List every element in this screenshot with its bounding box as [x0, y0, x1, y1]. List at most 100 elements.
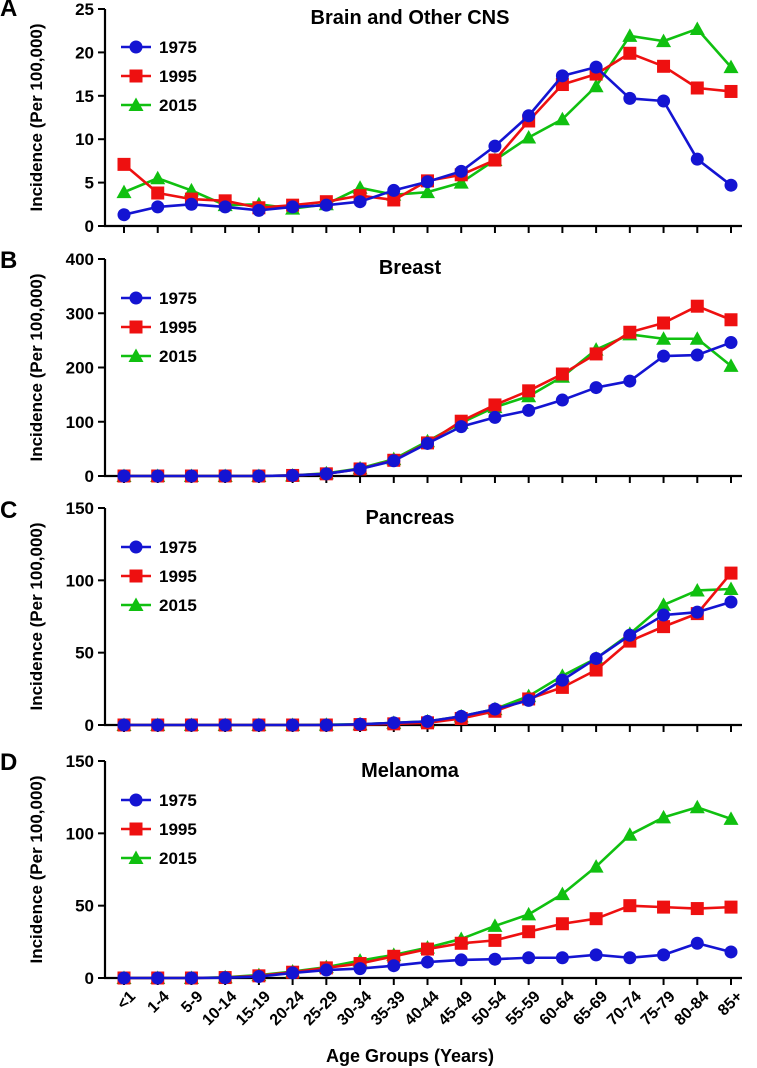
data-point-1975	[522, 951, 536, 965]
legend-marker-1995	[129, 69, 143, 83]
data-point-1975	[117, 718, 131, 732]
y-tick-label: 20	[75, 43, 94, 62]
data-point-1975	[623, 91, 637, 105]
data-point-1975	[218, 718, 232, 732]
data-point-1995	[623, 325, 637, 339]
data-point-1975	[117, 208, 131, 222]
x-tick-label: 25-29	[301, 988, 342, 1029]
y-tick-label: 0	[85, 217, 94, 236]
data-point-2015	[723, 581, 739, 596]
x-tick-label: 35-39	[368, 988, 409, 1029]
legend-label: 2015	[159, 596, 197, 615]
x-tick-label: 65-69	[570, 988, 611, 1029]
x-tick-label: 40-44	[402, 988, 443, 1029]
legend-label: 1975	[159, 538, 197, 557]
data-point-1975	[319, 963, 333, 977]
x-tick-label: 70-74	[604, 988, 645, 1029]
data-point-1975	[252, 970, 266, 984]
data-point-1975	[319, 467, 333, 481]
series-1975	[117, 595, 738, 732]
data-point-2015	[487, 918, 503, 932]
y-tick-label: 15	[75, 87, 94, 106]
data-point-1975	[151, 469, 165, 483]
data-point-1975	[286, 718, 300, 732]
series-line-2015	[124, 587, 732, 727]
y-tick-label: 10	[75, 130, 94, 149]
data-point-1975	[454, 709, 468, 723]
data-point-1995	[555, 917, 569, 931]
y-tick-label: 150	[66, 752, 94, 771]
data-point-2015	[453, 175, 469, 189]
x-tick-label: 15-19	[233, 988, 274, 1029]
data-point-1975	[184, 197, 198, 211]
legend-marker-1975	[129, 291, 143, 305]
x-axis-label: Age Groups (Years)	[326, 1046, 494, 1066]
x-tick-label: 55-59	[503, 988, 544, 1029]
data-point-1995	[555, 367, 569, 381]
legend-marker-2015	[128, 97, 144, 111]
y-tick-label: 0	[85, 467, 94, 486]
y-axis-label: Incidence (Per 100,000)	[27, 23, 46, 211]
data-point-1975	[252, 469, 266, 483]
y-tick-label: 300	[66, 304, 94, 323]
data-point-1995	[690, 81, 704, 95]
x-tick-label: 50-54	[469, 988, 510, 1029]
x-tick-label: 60-64	[537, 988, 578, 1029]
data-point-1975	[421, 714, 434, 728]
data-point-2015	[588, 78, 604, 93]
panel-letter: B	[0, 247, 17, 274]
data-point-1975	[353, 962, 367, 976]
chart-panel-D: D Melanoma Incidence (Per 100,000) 0 50 100 15…	[0, 749, 742, 988]
data-point-1975	[252, 718, 266, 732]
y-tick-label: 100	[66, 824, 94, 843]
data-point-1995	[623, 46, 637, 60]
data-point-1975	[252, 203, 266, 217]
data-point-1995	[589, 912, 603, 926]
data-point-1975	[555, 393, 569, 407]
x-tick-label: 45-49	[435, 988, 476, 1029]
chart-title: Melanoma	[361, 760, 460, 782]
data-point-1975	[387, 716, 401, 730]
data-point-1975	[286, 468, 300, 482]
series-line-1975	[124, 600, 732, 727]
data-point-1975	[657, 349, 671, 363]
data-point-2015	[723, 59, 739, 74]
y-axis-label: Incidence (Per 100,000)	[27, 522, 46, 710]
data-point-1975	[657, 948, 671, 962]
data-point-1995	[657, 620, 671, 634]
series-2015	[116, 326, 739, 482]
data-point-1975	[589, 948, 603, 962]
data-point-1975	[421, 436, 434, 450]
y-tick-label: 150	[66, 499, 94, 518]
data-point-1975	[690, 936, 704, 950]
data-point-1995	[488, 933, 502, 947]
panels-layer: A Brain and Other CNS Incidence (Per 100,0…	[0, 0, 742, 988]
data-point-1975	[589, 60, 603, 74]
data-point-1975	[286, 966, 300, 980]
data-point-1995	[690, 902, 704, 916]
data-point-1995	[690, 299, 704, 313]
data-point-1995	[522, 384, 536, 398]
series-1995	[117, 566, 738, 732]
legend-marker-1995	[129, 569, 143, 583]
data-point-1995	[589, 347, 603, 361]
series-line-1995	[124, 572, 732, 727]
legend-label: 1975	[159, 289, 197, 308]
data-point-2015	[656, 597, 672, 611]
data-point-1975	[555, 951, 569, 965]
data-point-2015	[689, 799, 705, 814]
data-point-1975	[488, 410, 502, 424]
data-point-1975	[488, 139, 502, 153]
data-point-1995	[488, 398, 502, 412]
series-1975	[117, 60, 738, 222]
data-point-1975	[218, 469, 232, 483]
y-tick-label: 50	[75, 644, 94, 663]
data-point-2015	[554, 886, 570, 901]
data-point-1995	[117, 157, 131, 171]
data-point-1975	[184, 718, 198, 732]
data-point-2015	[656, 33, 672, 48]
legend-label: 1995	[159, 318, 197, 337]
legend: 1975 1995 2015	[121, 289, 197, 366]
data-point-1995	[387, 949, 401, 963]
data-point-1975	[117, 971, 131, 985]
